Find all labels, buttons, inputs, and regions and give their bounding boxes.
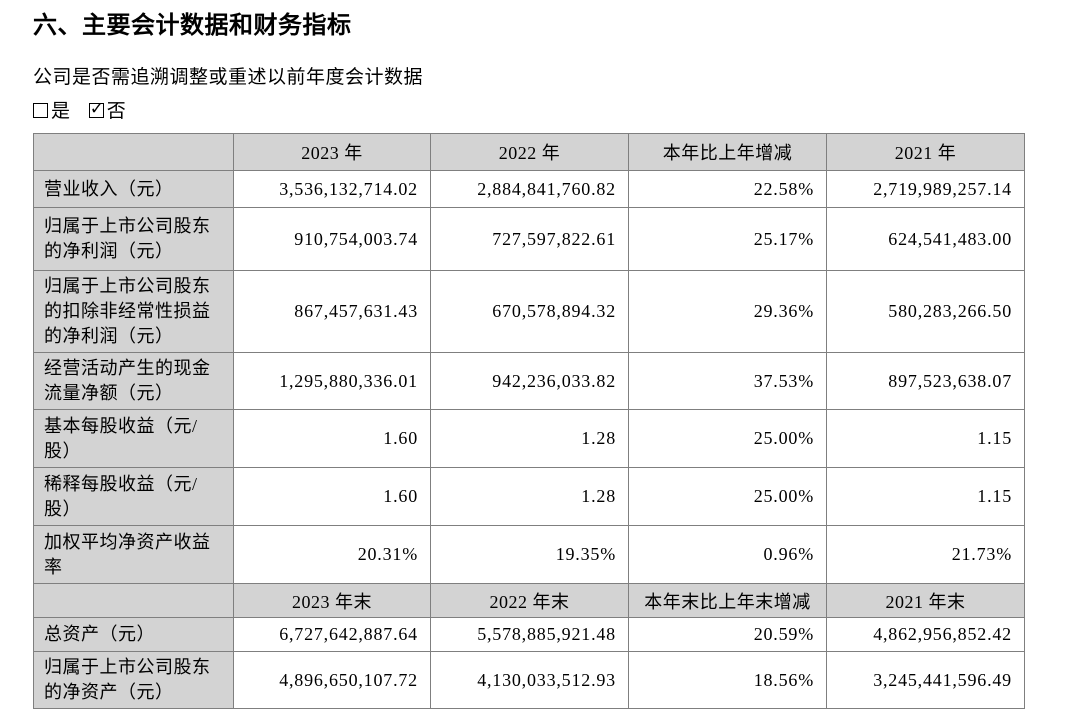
page-title: 六、主要会计数据和财务指标 (33, 12, 352, 39)
cell-change: 29.36% (628, 270, 827, 353)
cell-2022: 5,578,885,921.48 (430, 617, 629, 652)
checkbox-yes-box-icon (33, 103, 48, 118)
header-2022: 2022 年 (430, 133, 629, 171)
cell-change: 25.17% (628, 207, 827, 271)
table-row-total-assets: 总资产（元） 6,727,642,887.64 5,578,885,921.48… (33, 617, 1025, 652)
checkbox-yes-label: 是 (51, 101, 71, 122)
cell-2021: 580,283,266.50 (826, 270, 1025, 353)
header-blank (33, 133, 234, 171)
checkbox-no: 否 (88, 96, 126, 123)
table-row-basic-eps: 基本每股收益（元/股） 1.60 1.28 25.00% 1.15 (33, 409, 1025, 468)
cell-2022: 727,597,822.61 (430, 207, 629, 271)
row-label: 营业收入（元） (33, 170, 234, 208)
table-row-revenue: 营业收入（元） 3,536,132,714.02 2,884,841,760.8… (33, 170, 1025, 208)
table-row-net-profit: 归属于上市公司股东的净利润（元） 910,754,003.74 727,597,… (33, 207, 1025, 271)
cell-2023: 4,896,650,107.72 (233, 651, 431, 709)
checkbox-no-box-icon (88, 99, 104, 119)
table-row-net-assets: 归属于上市公司股东的净资产（元） 4,896,650,107.72 4,130,… (33, 651, 1025, 709)
cell-2022: 4,130,033,512.93 (430, 651, 629, 709)
cell-2023: 1.60 (233, 409, 431, 468)
header-2021-end: 2021 年末 (826, 583, 1025, 618)
cell-2021: 2,719,989,257.14 (826, 170, 1025, 208)
cell-2022: 670,578,894.32 (430, 270, 629, 353)
table-row-operating-cash-flow: 经营活动产生的现金流量净额（元） 1,295,880,336.01 942,23… (33, 352, 1025, 410)
row-label: 稀释每股收益（元/股） (33, 467, 234, 526)
checkbox-row: 是 否 (33, 96, 140, 123)
header-yearend-change: 本年末比上年末增减 (628, 583, 827, 618)
row-label: 基本每股收益（元/股） (33, 409, 234, 468)
cell-2022: 942,236,033.82 (430, 352, 629, 410)
cell-change: 25.00% (628, 467, 827, 526)
cell-change: 25.00% (628, 409, 827, 468)
cell-2021: 3,245,441,596.49 (826, 651, 1025, 709)
cell-2021: 897,523,638.07 (826, 352, 1025, 410)
header-row-yearend: 2023 年末 2022 年末 本年末比上年末增减 2021 年末 (33, 583, 1025, 618)
checkbox-yes: 是 (33, 96, 70, 123)
cell-2023: 1.60 (233, 467, 431, 526)
header-2023-end: 2023 年末 (233, 583, 431, 618)
cell-2023: 910,754,003.74 (233, 207, 431, 271)
row-label: 加权平均净资产收益率 (33, 525, 234, 584)
checkbox-no-label: 否 (106, 101, 126, 122)
row-label: 归属于上市公司股东的扣除非经常性损益的净利润（元） (33, 270, 234, 353)
financial-indicators-table: 2023 年 2022 年 本年比上年增减 2021 年 营业收入（元） 3,5… (33, 133, 1025, 709)
cell-2022: 1.28 (430, 409, 629, 468)
table-row-diluted-eps: 稀释每股收益（元/股） 1.60 1.28 25.00% 1.15 (33, 467, 1025, 526)
header-change: 本年比上年增减 (628, 133, 827, 171)
question-text: 公司是否需追溯调整或重述以前年度会计数据 (33, 67, 424, 88)
row-label: 总资产（元） (33, 617, 234, 652)
cell-2023: 20.31% (233, 525, 431, 584)
cell-2021: 1.15 (826, 467, 1025, 526)
cell-change: 20.59% (628, 617, 827, 652)
cell-change: 22.58% (628, 170, 827, 208)
header-2023: 2023 年 (233, 133, 431, 171)
header-blank (33, 583, 234, 618)
cell-change: 18.56% (628, 651, 827, 709)
cell-2022: 1.28 (430, 467, 629, 526)
cell-2021: 4,862,956,852.42 (826, 617, 1025, 652)
row-label: 经营活动产生的现金流量净额（元） (33, 352, 234, 410)
row-label: 归属于上市公司股东的净资产（元） (33, 651, 234, 709)
cell-2021: 21.73% (826, 525, 1025, 584)
cell-2021: 624,541,483.00 (826, 207, 1025, 271)
header-row-annual: 2023 年 2022 年 本年比上年增减 2021 年 (33, 133, 1025, 171)
cell-2023: 6,727,642,887.64 (233, 617, 431, 652)
cell-change: 0.96% (628, 525, 827, 584)
header-2021: 2021 年 (826, 133, 1025, 171)
cell-change: 37.53% (628, 352, 827, 410)
table-row-weighted-avg-roe: 加权平均净资产收益率 20.31% 19.35% 0.96% 21.73% (33, 525, 1025, 584)
cell-2021: 1.15 (826, 409, 1025, 468)
cell-2023: 867,457,631.43 (233, 270, 431, 353)
cell-2023: 3,536,132,714.02 (233, 170, 431, 208)
cell-2023: 1,295,880,336.01 (233, 352, 431, 410)
header-2022-end: 2022 年末 (430, 583, 629, 618)
cell-2022: 19.35% (430, 525, 629, 584)
table-row-net-profit-excl-nonrecurring: 归属于上市公司股东的扣除非经常性损益的净利润（元） 867,457,631.43… (33, 270, 1025, 353)
row-label: 归属于上市公司股东的净利润（元） (33, 207, 234, 271)
cell-2022: 2,884,841,760.82 (430, 170, 629, 208)
